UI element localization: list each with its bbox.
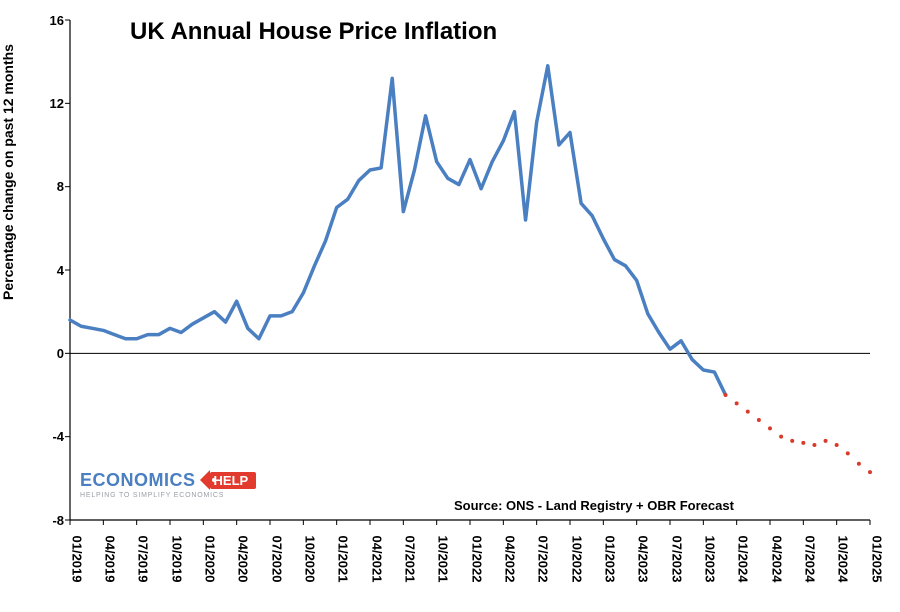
source-text: Source: ONS - Land Registry + OBR Foreca… — [454, 498, 734, 513]
plot-svg — [70, 20, 870, 520]
logo: ECONOMICS HELP HELPING TO SIMPLIFY ECONO… — [80, 470, 256, 499]
tag-hole-icon — [212, 478, 216, 482]
logo-main: ECONOMICS HELP HELPING TO SIMPLIFY ECONO… — [80, 470, 256, 499]
x-tick-label: 04/2022 — [502, 536, 517, 583]
x-tick-label: 07/2019 — [136, 536, 151, 583]
x-tick-label: 10/2019 — [169, 536, 184, 583]
logo-subtitle: HELPING TO SIMPLIFY ECONOMICS — [80, 492, 256, 499]
x-tick-label: 10/2022 — [569, 536, 584, 583]
logo-text-economics: ECONOMICS — [80, 471, 196, 489]
y-tick-label: -8 — [36, 513, 64, 528]
x-tick-label: 10/2024 — [836, 536, 851, 583]
x-tick-label: 01/2023 — [602, 536, 617, 583]
x-tick-label: 04/2020 — [236, 536, 251, 583]
x-tick-label: 07/2024 — [802, 536, 817, 583]
y-axis-label: Percentage change on past 12 months — [0, 44, 16, 300]
x-tick-label: 01/2024 — [736, 536, 751, 583]
x-tick-label: 10/2021 — [436, 536, 451, 583]
x-tick-label: 01/2021 — [336, 536, 351, 583]
tag-arrow-icon — [200, 470, 210, 490]
chart-container: UK Annual House Price Inflation Percenta… — [0, 0, 900, 612]
x-tick-label: 01/2019 — [69, 536, 84, 583]
x-tick-label: 04/2021 — [369, 536, 384, 583]
y-tick-label: 4 — [36, 263, 64, 278]
x-tick-label: 04/2024 — [769, 536, 784, 583]
x-tick-label: 07/2023 — [669, 536, 684, 583]
y-tick-label: 12 — [36, 96, 64, 111]
x-tick-label: 01/2020 — [202, 536, 217, 583]
logo-text-help: HELP — [210, 472, 257, 489]
x-tick-label: 10/2020 — [302, 536, 317, 583]
x-tick-label: 01/2025 — [869, 536, 884, 583]
x-tick-label: 10/2023 — [702, 536, 717, 583]
plot-area — [70, 20, 870, 520]
y-tick-label: 8 — [36, 179, 64, 194]
x-tick-label: 07/2021 — [402, 536, 417, 583]
y-tick-label: -4 — [36, 429, 64, 444]
y-tick-label: 16 — [36, 13, 64, 28]
x-tick-label: 07/2022 — [536, 536, 551, 583]
logo-tag: HELP — [200, 470, 257, 490]
x-tick-label: 04/2019 — [102, 536, 117, 583]
x-tick-label: 04/2023 — [636, 536, 651, 583]
x-tick-label: 07/2020 — [269, 536, 284, 583]
x-tick-label: 01/2022 — [469, 536, 484, 583]
y-tick-label: 0 — [36, 346, 64, 361]
logo-row: ECONOMICS HELP — [80, 470, 256, 490]
